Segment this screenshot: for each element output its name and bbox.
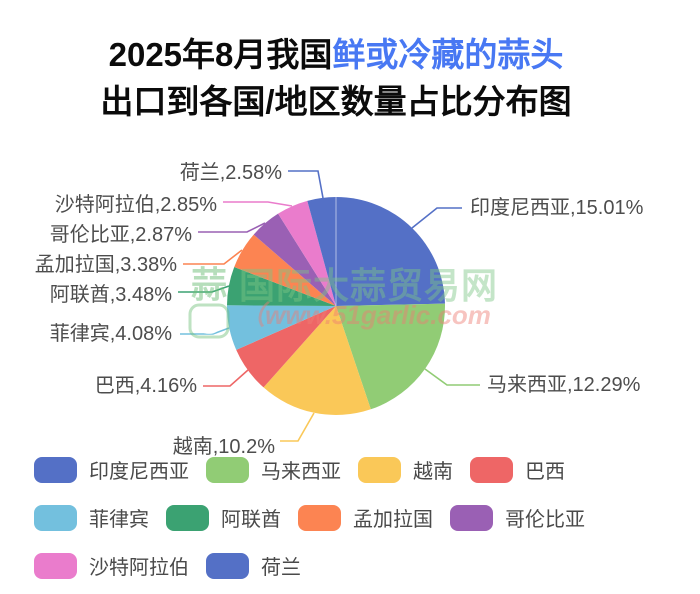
leader-line-vietnam xyxy=(280,412,315,442)
legend-swatch-saudi-arabia xyxy=(34,552,77,579)
legend-swatch-bangladesh xyxy=(298,504,341,531)
pie-label-indonesia: 印度尼西亚,15.01% xyxy=(470,197,644,219)
legend-item-brazil[interactable]: 巴西 xyxy=(470,455,565,484)
legend-item-netherlands[interactable]: 荷兰 xyxy=(206,551,301,580)
leader-line-uae xyxy=(178,285,230,293)
pie-label-colombia: 哥伦比亚,2.87% xyxy=(49,224,192,246)
pie-label-vietnam: 越南,10.2% xyxy=(172,436,275,458)
pie-slice-malaysia[interactable] xyxy=(336,303,445,410)
legend-swatch-colombia xyxy=(450,504,493,531)
legend-swatch-philippines xyxy=(34,504,77,531)
leader-line-brazil xyxy=(203,369,249,387)
leader-line-netherlands xyxy=(288,170,324,199)
pie-slice-bangladesh[interactable] xyxy=(234,234,336,306)
pie-slice-netherlands[interactable] xyxy=(307,197,336,306)
legend-swatch-brazil xyxy=(470,456,513,483)
legend: 印度尼西亚 马来西亚 越南 巴西 菲律宾 阿联酋 xyxy=(34,455,585,580)
legend-swatch-uae xyxy=(166,504,209,531)
legend-swatch-vietnam xyxy=(358,456,401,483)
pie-slice-vietnam[interactable] xyxy=(263,306,371,415)
legend-item-indonesia[interactable]: 印度尼西亚 xyxy=(34,455,189,484)
pie-label-brazil: 巴西,4.16% xyxy=(94,375,197,397)
legend-item-colombia[interactable]: 哥伦比亚 xyxy=(450,503,585,532)
legend-row-2: 菲律宾 阿联酋 孟加拉国 哥伦比亚 xyxy=(34,503,585,532)
legend-label-philippines: 菲律宾 xyxy=(89,509,149,531)
legend-row-1: 印度尼西亚 马来西亚 越南 巴西 xyxy=(34,455,585,484)
legend-label-brazil: 巴西 xyxy=(525,461,565,483)
legend-item-philippines[interactable]: 菲律宾 xyxy=(34,503,149,532)
pie-slice-brazil[interactable] xyxy=(236,306,336,388)
title-line-2: 出口到各国/地区数量占比分布图 xyxy=(100,83,572,120)
pie-label-netherlands: 荷兰,2.58% xyxy=(179,162,282,184)
legend-item-vietnam[interactable]: 越南 xyxy=(358,455,453,484)
pie-slice-colombia[interactable] xyxy=(253,213,336,306)
chart-title: 2025年8月我国鲜或冷藏的蒜头 出口到各国/地区数量占比分布图 xyxy=(0,31,672,125)
pie-chart-area: 蒜 国际大蒜贸易网 （www.51garlic.com 印度尼西亚,15.01%… xyxy=(0,140,700,460)
pie-chart-svg xyxy=(178,170,480,442)
leader-line-bangladesh xyxy=(183,249,243,265)
legend-label-uae: 阿联酋 xyxy=(221,509,281,531)
legend-label-saudi-arabia: 沙特阿拉伯 xyxy=(89,557,189,579)
leader-line-philippines xyxy=(180,327,230,335)
leader-line-indonesia xyxy=(411,207,462,229)
pie-label-uae: 阿联酋,3.48% xyxy=(49,284,172,306)
legend-label-vietnam: 越南 xyxy=(413,461,453,483)
legend-label-bangladesh: 孟加拉国 xyxy=(353,509,433,531)
legend-item-malaysia[interactable]: 马来西亚 xyxy=(206,455,341,484)
pie-slice-indonesia[interactable] xyxy=(336,197,445,306)
title-line-1: 2025年8月我国鲜或冷藏的蒜头 xyxy=(0,31,672,78)
legend-swatch-indonesia xyxy=(34,456,77,483)
pie-slice-philippines[interactable] xyxy=(226,305,336,350)
pie-slice-uae[interactable] xyxy=(227,267,336,306)
pie-label-philippines: 菲律宾,4.08% xyxy=(49,323,172,345)
legend-label-colombia: 哥伦比亚 xyxy=(505,509,585,531)
legend-item-saudi-arabia[interactable]: 沙特阿拉伯 xyxy=(34,551,189,580)
leader-line-colombia xyxy=(198,222,266,233)
legend-label-indonesia: 印度尼西亚 xyxy=(89,461,189,483)
pie-label-saudi-arabia: 沙特阿拉伯,2.85% xyxy=(54,194,217,216)
pie-slice-saudi-arabia[interactable] xyxy=(278,200,336,306)
title-line1-prefix: 2025年8月我国 xyxy=(108,36,333,73)
title-line1-highlight: 鲜或冷藏的蒜头 xyxy=(332,36,564,73)
legend-label-netherlands: 荷兰 xyxy=(261,557,301,579)
pie-label-bangladesh: 孟加拉国,3.38% xyxy=(34,254,177,276)
legend-swatch-netherlands xyxy=(206,552,249,579)
legend-swatch-malaysia xyxy=(206,456,249,483)
legend-label-malaysia: 马来西亚 xyxy=(261,461,341,483)
leader-line-malaysia xyxy=(424,368,480,386)
legend-item-bangladesh[interactable]: 孟加拉国 xyxy=(298,503,433,532)
legend-row-3: 沙特阿拉伯 荷兰 xyxy=(34,551,585,580)
pie-label-malaysia: 马来西亚,12.29% xyxy=(487,374,641,396)
leader-line-saudi-arabia xyxy=(223,201,293,207)
legend-item-uae[interactable]: 阿联酋 xyxy=(166,503,281,532)
